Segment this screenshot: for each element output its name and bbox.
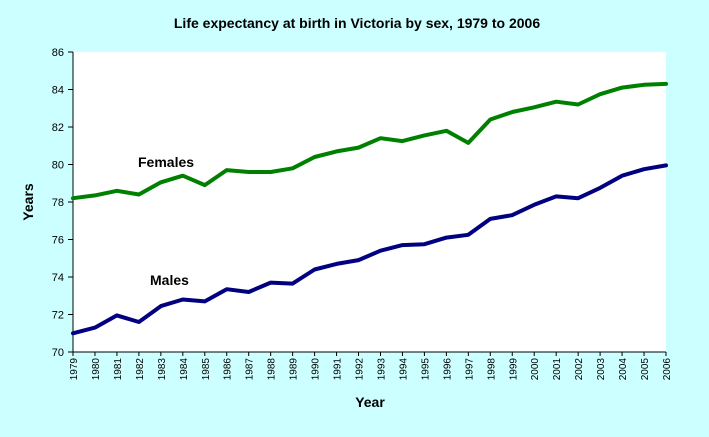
x-tick-label: 1989 [289,358,300,381]
series-lines [71,81,668,336]
x-tick-label: 1995 [420,358,431,381]
y-tick-label: 72 [52,310,64,322]
x-tick-label: 1983 [157,358,168,381]
x-tick-label: 1988 [267,358,278,381]
y-tick-label: 78 [52,197,64,209]
x-axis-ticks: 1979 1980 1981 1982 1983 1984 1985 1986 1987 1988… [69,352,673,380]
x-tick-label: 1982 [135,358,146,381]
x-tick-label: 2003 [596,358,607,381]
y-tick-label: 70 [52,347,64,359]
series-label-males: Males [150,272,189,288]
y-tick-label: 76 [52,235,64,247]
x-tick-label: 1997 [464,358,475,381]
x-tick-label: 1985 [201,358,212,381]
y-tick-label: 74 [52,272,64,284]
x-tick-label: 1979 [69,358,80,381]
chart-title: Life expectancy at birth in Victoria by … [174,15,540,31]
x-tick-label: 1980 [91,358,102,381]
x-tick-label: 1990 [311,358,322,381]
x-tick-label: 1994 [398,358,409,381]
y-tick-label: 84 [52,85,64,97]
x-tick-label: 2005 [640,358,651,381]
y-axis-ticks: 70 72 74 76 78 80 82 84 86 [52,47,73,359]
x-tick-label: 2001 [552,358,563,381]
x-tick-label: 1981 [113,358,124,381]
x-axis-label: Year [355,394,385,410]
series-line-males [71,163,668,336]
x-tick-label: 1987 [245,358,256,381]
x-tick-label: 2000 [530,358,541,381]
series-label-females: Females [138,154,194,170]
y-axis-label: Years [20,183,36,221]
x-tick-label: 2002 [574,358,585,381]
x-tick-label: 1996 [442,358,453,381]
x-tick-label: 1999 [508,358,519,381]
y-tick-label: 82 [52,122,64,134]
x-tick-label: 2006 [662,358,673,381]
x-tick-label: 1993 [376,358,387,381]
x-tick-label: 1984 [179,358,190,381]
y-tick-label: 86 [52,47,64,59]
x-tick-label: 1998 [486,358,497,381]
x-tick-label: 1992 [355,358,366,381]
x-tick-label: 1986 [223,358,234,381]
series-line-females [71,81,668,201]
x-tick-label: 2004 [618,358,629,381]
y-tick-label: 80 [52,160,64,172]
x-tick-label: 1991 [333,358,344,381]
